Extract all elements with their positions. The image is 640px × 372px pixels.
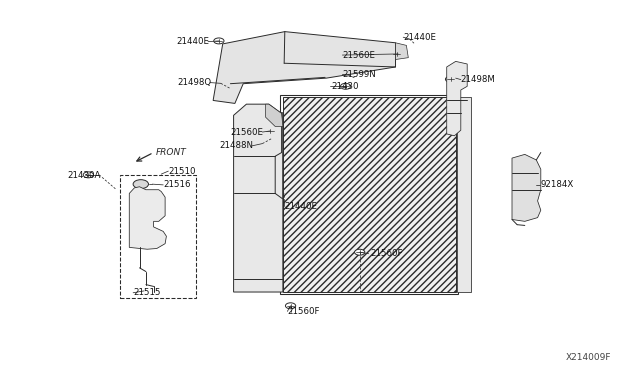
- Text: 21510: 21510: [168, 167, 196, 176]
- Text: X214009F: X214009F: [566, 353, 611, 362]
- Text: 21515: 21515: [133, 288, 161, 297]
- Text: 21488N: 21488N: [220, 141, 253, 150]
- Polygon shape: [266, 104, 283, 126]
- Text: 21440E: 21440E: [284, 202, 317, 211]
- Circle shape: [133, 180, 148, 189]
- Text: 21560F: 21560F: [370, 249, 403, 258]
- Bar: [268, 112, 282, 277]
- Bar: [283, 97, 456, 292]
- Circle shape: [392, 51, 402, 57]
- Bar: [120, 175, 196, 298]
- Circle shape: [285, 303, 296, 309]
- Circle shape: [83, 172, 93, 178]
- Text: 21498Q: 21498Q: [177, 78, 211, 87]
- Text: 92184X: 92184X: [541, 180, 574, 189]
- Text: 21560E: 21560E: [230, 128, 264, 137]
- Circle shape: [445, 76, 456, 82]
- Polygon shape: [512, 154, 541, 221]
- Text: 21560E: 21560E: [342, 51, 376, 60]
- Circle shape: [265, 128, 275, 134]
- Text: 21560F: 21560F: [287, 307, 320, 316]
- Text: 21498M: 21498M: [461, 75, 495, 84]
- Polygon shape: [234, 104, 283, 292]
- Circle shape: [214, 38, 224, 44]
- Bar: [457, 97, 471, 292]
- Text: 21440E: 21440E: [176, 37, 209, 46]
- Circle shape: [355, 249, 365, 255]
- Text: 21430A: 21430A: [68, 171, 101, 180]
- Text: FRONT: FRONT: [156, 148, 187, 157]
- Polygon shape: [396, 43, 408, 60]
- Polygon shape: [447, 61, 467, 136]
- Circle shape: [340, 83, 351, 89]
- Polygon shape: [129, 187, 166, 249]
- Text: 21440E: 21440E: [403, 33, 436, 42]
- Text: 21516: 21516: [163, 180, 191, 189]
- Bar: [280, 95, 458, 294]
- Polygon shape: [213, 32, 396, 103]
- Text: 21599N: 21599N: [342, 70, 376, 79]
- Text: 21430: 21430: [332, 82, 359, 91]
